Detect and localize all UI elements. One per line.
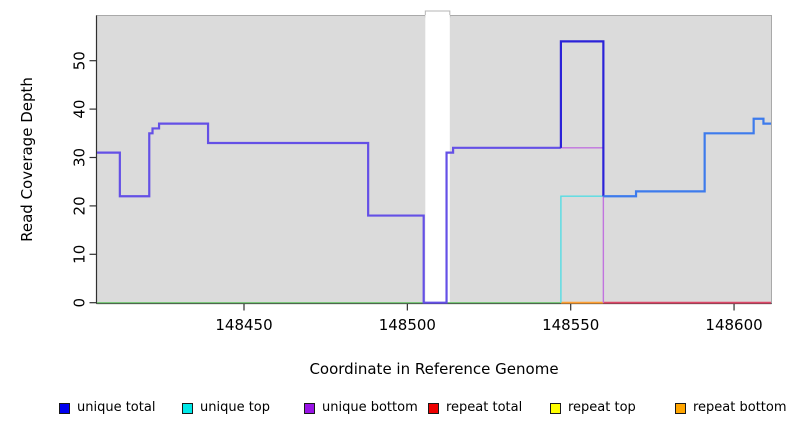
x-tick-label: 148550 bbox=[542, 316, 599, 334]
series-unique-total-right bbox=[603, 117, 771, 198]
x-axis-title: Coordinate in Reference Genome bbox=[309, 360, 558, 378]
legend-swatch-unique-top bbox=[182, 402, 193, 414]
y-tick-label: 30 bbox=[71, 148, 89, 167]
y-tick-label: 50 bbox=[71, 51, 89, 70]
axis-titles-group: Coordinate in Reference Genome Read Cover… bbox=[18, 77, 559, 378]
legend-label: unique total bbox=[77, 400, 156, 415]
legend-swatch-unique-bottom bbox=[304, 402, 315, 414]
legend-item-unique-top: unique top bbox=[182, 399, 270, 417]
y-tick-label: 10 bbox=[71, 245, 89, 264]
legend-label: repeat bottom bbox=[693, 400, 787, 415]
x-tick-label: 148500 bbox=[379, 316, 436, 334]
series-group bbox=[96, 40, 771, 304]
axes-group: 148450 148500 148550 148600 0 10 20 30 40 50 bbox=[71, 15, 772, 334]
legend-label: unique top bbox=[200, 400, 271, 415]
series-unique-top bbox=[560, 195, 604, 303]
legend-item-repeat-total: repeat total bbox=[428, 399, 522, 417]
x-tick-label: 148600 bbox=[705, 316, 762, 334]
legend-label: unique bottom bbox=[322, 400, 418, 415]
legend-swatch-repeat-total bbox=[428, 402, 439, 414]
series-unique-total-left bbox=[96, 122, 561, 304]
y-tick-label: 0 bbox=[71, 298, 89, 308]
y-axis-title: Read Coverage Depth bbox=[18, 77, 36, 242]
legend-swatch-repeat-bottom bbox=[675, 402, 686, 414]
plot-panel-group bbox=[96, 10, 772, 304]
legend-item-repeat-bottom: repeat bottom bbox=[675, 399, 787, 417]
legend: unique total unique top unique bottom re… bbox=[0, 399, 792, 419]
legend-swatch-repeat-top bbox=[550, 402, 561, 414]
series-unique-total-peak bbox=[559, 40, 605, 197]
legend-item-unique-bottom: unique bottom bbox=[304, 399, 418, 417]
legend-swatch-unique-total bbox=[59, 402, 70, 414]
legend-label: repeat top bbox=[568, 400, 636, 415]
legend-item-unique-total: unique total bbox=[59, 399, 155, 417]
y-tick-label: 40 bbox=[71, 100, 89, 119]
legend-item-repeat-top: repeat top bbox=[550, 399, 636, 417]
y-tick-label: 20 bbox=[71, 196, 89, 215]
x-tick-label: 148450 bbox=[215, 316, 272, 334]
legend-label: repeat total bbox=[446, 400, 523, 415]
